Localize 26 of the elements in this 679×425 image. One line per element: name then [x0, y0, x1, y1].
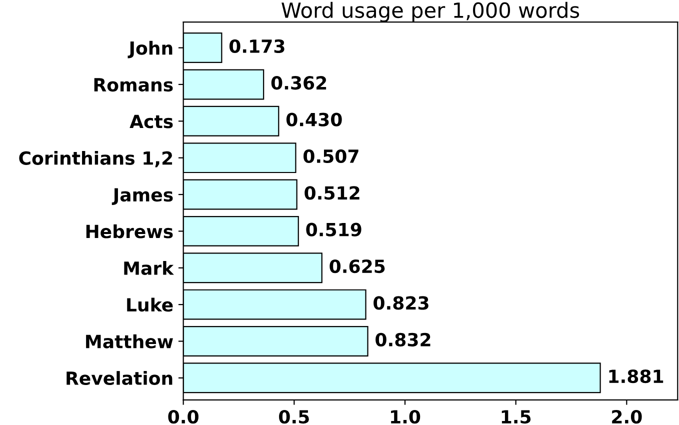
data-label: 0.823: [374, 296, 428, 310]
x-tick-label: 0.5: [279, 410, 309, 424]
data-label: 0.173: [229, 39, 284, 54]
data-label: 0.507: [304, 149, 358, 164]
data-label: 0.625: [330, 259, 385, 274]
data-label: 0.832: [376, 332, 430, 346]
y-tick-label: Revelation: [66, 371, 172, 386]
y-tick-label: James: [112, 188, 173, 205]
y-tick-label: Luke: [127, 298, 173, 312]
y-tick-label: Mark: [124, 261, 174, 275]
data-label: 0.519: [306, 222, 362, 236]
y-tick-label: Acts: [130, 114, 173, 128]
y-tick-label: Romans: [94, 78, 173, 92]
y-tick-label: Hebrews: [86, 224, 173, 238]
x-tick-label: 1.5: [502, 410, 531, 424]
chart-title: Word usage per 1,000 words: [282, 2, 580, 22]
x-tick-label: 2.0: [612, 410, 642, 424]
data-label: 0.362: [271, 76, 326, 90]
data-label: 0.512: [304, 186, 360, 200]
data-label: 0.430: [286, 112, 342, 126]
x-tick-label: 1.0: [391, 410, 420, 424]
y-tick-label: Matthew: [86, 334, 173, 348]
data-label: 1.881: [609, 369, 664, 384]
y-tick-label: Corinthians 1,2: [19, 150, 172, 168]
x-tick-label: 0.0: [168, 410, 198, 424]
y-tick-label: John: [128, 40, 172, 58]
